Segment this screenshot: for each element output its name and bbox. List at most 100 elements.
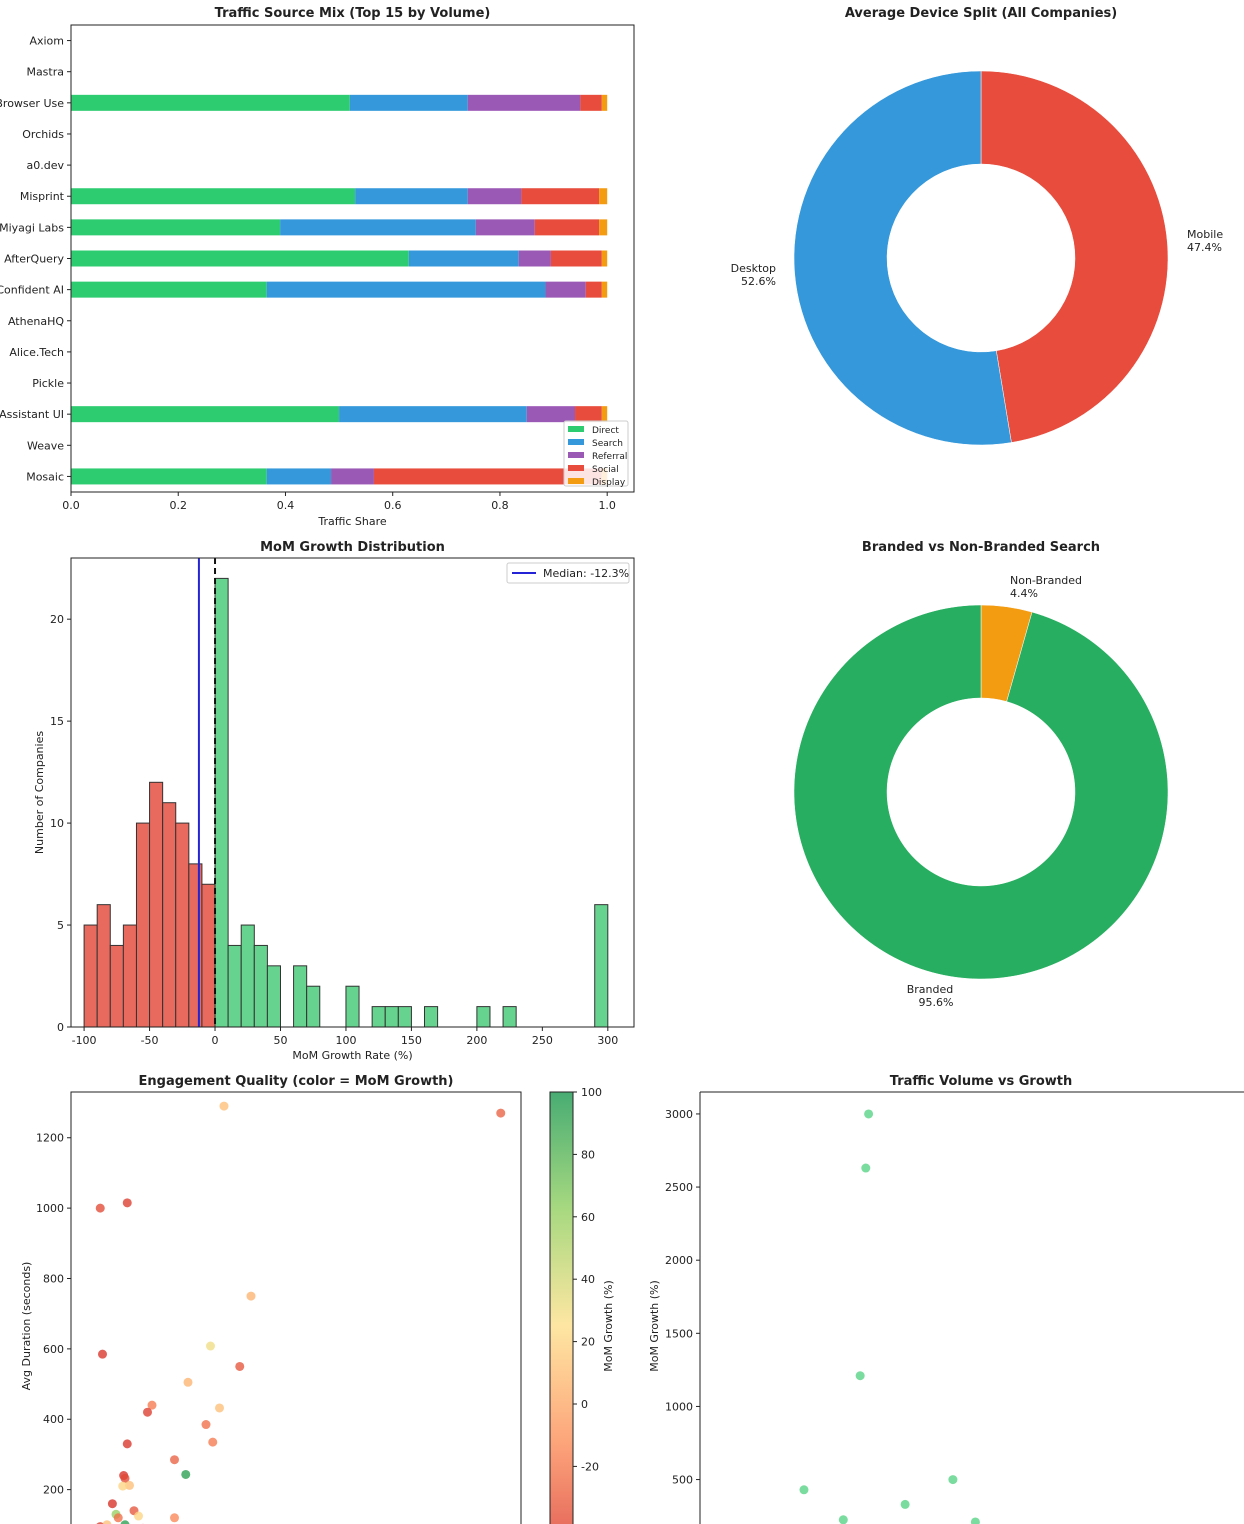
scatter-point <box>183 1377 193 1387</box>
bar-segment <box>266 281 546 298</box>
y-tick-label: Axiom <box>29 35 64 48</box>
legend-label: Social <box>592 465 619 475</box>
colorbar-tick-label: 100 <box>581 1086 602 1099</box>
scatter-point <box>125 1480 134 1490</box>
x-tick-label: 0.8 <box>491 499 509 512</box>
histogram-bar <box>135 822 151 1028</box>
bar-segment <box>534 219 600 236</box>
colorbar-tick-label: 40 <box>581 1273 595 1286</box>
x-tick-label: 0.0 <box>62 499 80 512</box>
bar-segment <box>601 94 608 111</box>
legend-swatch <box>568 465 584 471</box>
donut-slice <box>793 604 1169 980</box>
legend-swatch <box>568 426 584 432</box>
y-tick-label: Mosaic <box>26 470 64 483</box>
plot-frame <box>70 1091 522 1524</box>
x-tick-label: 0.2 <box>169 499 187 512</box>
device-split-chart: Average Device Split (All Companies) Mobi… <box>731 6 1223 446</box>
slice-pct-label: 95.6% <box>919 996 954 1009</box>
bar-segment <box>545 281 586 298</box>
x-tick-label: 100 <box>335 1034 356 1047</box>
y-tick-label: 20 <box>50 613 64 626</box>
chart-title: Branded vs Non-Branded Search <box>862 540 1100 555</box>
y-tick-label: 10 <box>50 817 64 830</box>
chart-title: Average Device Split (All Companies) <box>845 6 1117 21</box>
y-tick-label: 0 <box>57 1021 64 1034</box>
y-tick-label: 5 <box>57 919 64 932</box>
slice-pct-label: 52.6% <box>741 275 776 288</box>
legend-swatch <box>568 478 584 484</box>
branded-search-chart: Branded vs Non-Branded Search Non-Branded… <box>793 540 1169 1009</box>
bar-segment <box>349 94 468 111</box>
bar-segment <box>575 406 602 423</box>
growth-histogram-chart: MoM Growth Distribution-100 -50 0 50 100 150 2… <box>33 540 635 1062</box>
bar-segment <box>550 250 602 267</box>
x-tick-label: 0 <box>212 1034 219 1047</box>
histogram-bar <box>371 1006 386 1028</box>
scatter-point <box>235 1361 245 1371</box>
scatter-point <box>122 1439 132 1449</box>
y-tick-label: 200 <box>43 1484 64 1497</box>
y-tick-label: 3000 <box>665 1108 693 1121</box>
volume-growth-scatter-chart: Traffic Volume vs Growth0500100015002000… <box>648 1074 1244 1524</box>
scatter-point <box>838 1515 848 1524</box>
histogram-bar <box>502 1006 517 1028</box>
y-tick-label: Confident AI <box>0 284 64 297</box>
scatter-point <box>134 1511 143 1521</box>
y-tick-label: Assistant UI <box>0 408 64 421</box>
slice-label: Non-Branded <box>1010 574 1082 587</box>
histogram-bar <box>227 944 242 1028</box>
legend-label: Direct <box>592 426 619 436</box>
bar-segment <box>601 281 608 298</box>
x-tick-label: 50 <box>273 1034 287 1047</box>
bar-segment <box>71 94 350 111</box>
y-tick-label: a0.dev <box>27 159 65 172</box>
x-axis-label: Traffic Share <box>317 515 387 528</box>
scatter-point <box>122 1198 132 1208</box>
y-tick-label: Weave <box>27 439 64 452</box>
colorbar-tick-label: 0 <box>581 1398 588 1411</box>
histogram-bar <box>240 924 255 1028</box>
scatter-point <box>170 1513 179 1523</box>
colorbar-tick-label: 20 <box>581 1336 595 1349</box>
scatter-point <box>147 1400 157 1410</box>
histogram-bar <box>293 965 308 1028</box>
scatter-point <box>107 1499 117 1509</box>
histogram-bar <box>266 965 281 1028</box>
legend-label: Search <box>592 439 623 449</box>
bar-segment <box>355 188 468 205</box>
y-tick-label: 1200 <box>36 1132 64 1145</box>
scatter-point <box>181 1469 191 1479</box>
y-axis-label: Number of Companies <box>33 731 46 854</box>
slice-label: Mobile <box>1187 228 1223 241</box>
y-tick-label: Miyagi Labs <box>0 221 64 234</box>
slice-pct-label: 4.4% <box>1010 587 1038 600</box>
y-tick-label: Pickle <box>32 377 64 390</box>
scatter-point <box>861 1163 871 1173</box>
bar-segment <box>599 188 608 205</box>
y-tick-label: AfterQuery <box>4 253 64 266</box>
bar-segment <box>475 219 535 236</box>
scatter-point <box>201 1420 211 1430</box>
histogram-bar <box>384 1006 399 1028</box>
histogram-bar <box>109 944 124 1028</box>
scatter-point <box>864 1109 874 1119</box>
histogram-bar <box>175 822 190 1028</box>
bar-segment <box>339 406 527 423</box>
scatter-point <box>206 1341 215 1351</box>
plot-frame <box>70 24 635 493</box>
histogram-bar <box>345 985 360 1028</box>
x-axis-label: MoM Growth Rate (%) <box>292 1049 412 1062</box>
legend-swatch <box>568 439 584 445</box>
chart-title: Engagement Quality (color = MoM Growth) <box>139 1074 454 1089</box>
scatter-point <box>215 1403 224 1413</box>
scatter-point <box>900 1499 910 1509</box>
y-tick-label: 15 <box>50 715 64 728</box>
y-tick-label: 800 <box>43 1272 64 1285</box>
histogram-bar <box>122 924 137 1028</box>
y-tick-label: Misprint <box>20 190 65 203</box>
scatter-point <box>120 1473 130 1483</box>
traffic-source-chart: Traffic Source Mix (Top 15 by Volume) Axi… <box>0 6 635 528</box>
histogram-bar <box>476 1006 491 1028</box>
y-tick-label: 600 <box>43 1343 64 1356</box>
